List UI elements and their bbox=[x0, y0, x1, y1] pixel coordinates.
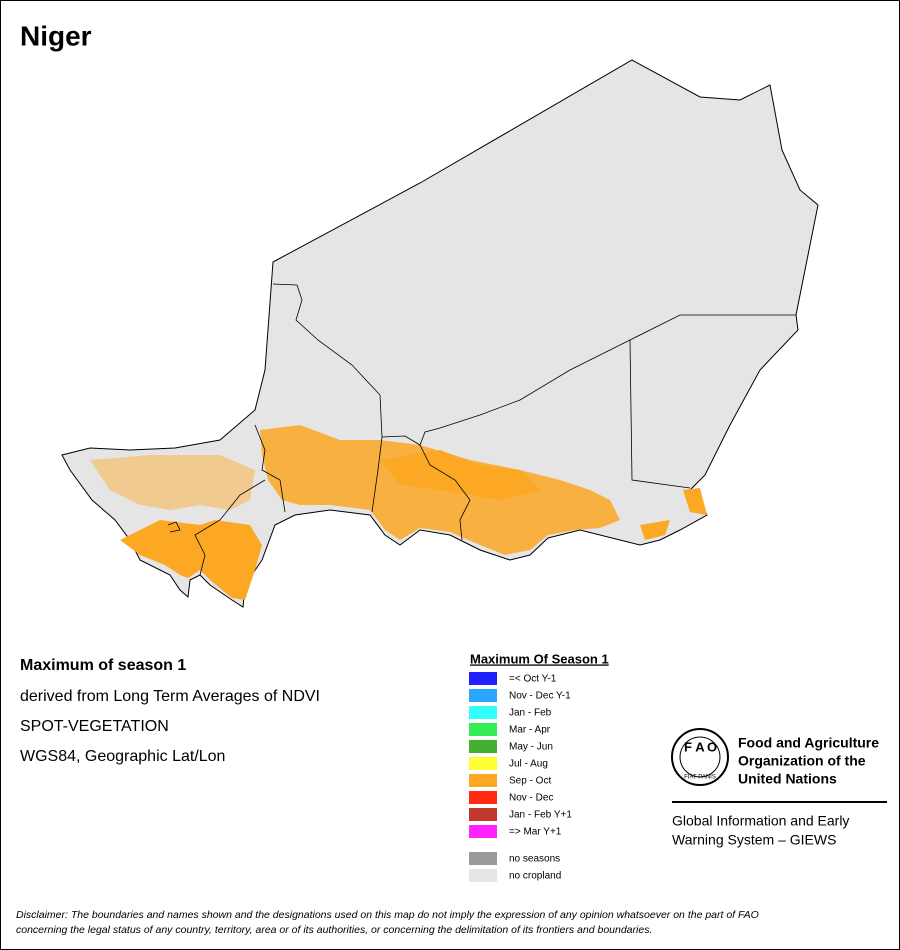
legend-swatch bbox=[469, 852, 497, 865]
legend-label: Jan - Feb Y+1 bbox=[509, 810, 572, 821]
emblem-letter: A bbox=[695, 739, 705, 754]
legend-swatch bbox=[469, 869, 497, 882]
emblem-motto: FIAT PANIS bbox=[684, 775, 716, 781]
legend-label: no seasons bbox=[509, 854, 560, 865]
legend-label: Nov - Dec bbox=[509, 793, 553, 804]
info-line: SPOT-VEGETATION bbox=[20, 718, 169, 735]
legend-label: Nov - Dec Y-1 bbox=[509, 691, 571, 702]
emblem-ring bbox=[671, 728, 729, 786]
crop-area bbox=[380, 450, 540, 500]
legend-swatch bbox=[469, 791, 497, 804]
cropland-season bbox=[90, 425, 707, 600]
border bbox=[194, 479, 266, 576]
giews-line: Global Information and Early bbox=[672, 813, 849, 829]
info-line: WGS84, Geographic Lat/Lon bbox=[20, 748, 225, 765]
legend-title: Maximum Of Season 1 bbox=[470, 651, 609, 666]
disclaimer-line: Disclaimer: The boundaries and names sho… bbox=[16, 909, 759, 921]
legend-label: May - Jun bbox=[509, 742, 553, 753]
legend-swatch bbox=[469, 689, 497, 702]
crop-area bbox=[640, 520, 670, 540]
crop-area bbox=[120, 520, 262, 600]
emblem-inner bbox=[679, 736, 721, 778]
legend-label: =< Oct Y-1 bbox=[509, 674, 557, 685]
crop-area bbox=[683, 488, 707, 515]
org-line: United Nations bbox=[738, 771, 837, 787]
legend-label: => Mar Y+1 bbox=[509, 827, 562, 838]
disclaimer-line: concerning the legal status of any count… bbox=[16, 924, 652, 936]
legend: =< Oct Y-1 Nov - Dec Y-1 Jan - Feb Mar - Ap… bbox=[469, 672, 572, 882]
org-line: Food and Agriculture bbox=[738, 735, 879, 751]
border bbox=[272, 283, 383, 438]
disclaimer: Disclaimer: The boundaries and names sho… bbox=[16, 909, 759, 936]
giews-line: Warning System – GIEWS bbox=[672, 832, 836, 848]
emblem-letter: O bbox=[707, 739, 717, 754]
map-title: Niger bbox=[20, 20, 92, 51]
legend-swatch bbox=[469, 808, 497, 821]
legend-swatch bbox=[469, 774, 497, 787]
legend-label: no cropland bbox=[509, 871, 561, 882]
legend-swatch bbox=[469, 723, 497, 736]
border bbox=[419, 444, 471, 541]
emblem-letter: F bbox=[684, 739, 692, 754]
org-name: Food and Agriculture Organization of the U… bbox=[738, 735, 879, 787]
border bbox=[254, 424, 286, 513]
legend-swatch bbox=[469, 706, 497, 719]
info-heading: Maximum of season 1 bbox=[20, 657, 186, 674]
legend-label: Sep - Oct bbox=[509, 776, 551, 787]
crop-area bbox=[90, 455, 255, 510]
legend-label: Jul - Aug bbox=[509, 759, 548, 770]
legend-label: Mar - Apr bbox=[509, 725, 551, 736]
org-line: Organization of the bbox=[738, 753, 866, 769]
border bbox=[381, 314, 796, 446]
info-lines: derived from Long Term Averages of NDVI S… bbox=[20, 688, 320, 765]
admin-borders bbox=[167, 283, 796, 576]
border bbox=[629, 339, 691, 489]
border bbox=[167, 521, 181, 533]
legend-swatch bbox=[469, 672, 497, 685]
legend-swatch bbox=[469, 825, 497, 838]
country-outline bbox=[61, 59, 819, 608]
giews-name: Global Information and Early Warning Syst… bbox=[672, 813, 849, 848]
legend-swatch bbox=[469, 757, 497, 770]
border bbox=[371, 436, 383, 513]
country-map bbox=[61, 59, 819, 608]
info-line: derived from Long Term Averages of NDVI bbox=[20, 688, 320, 705]
legend-swatch bbox=[469, 740, 497, 753]
legend-label: Jan - Feb bbox=[509, 708, 552, 719]
